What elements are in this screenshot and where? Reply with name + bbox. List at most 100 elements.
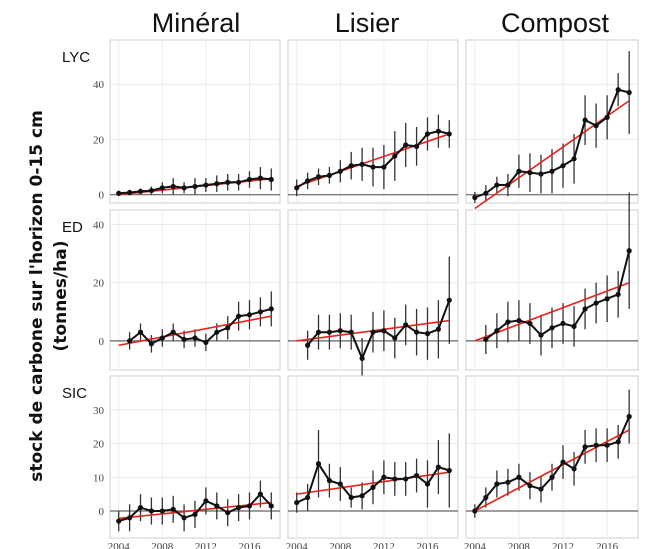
data-point	[472, 194, 478, 201]
data-point	[235, 313, 242, 319]
data-point	[527, 170, 533, 176]
data-point	[538, 332, 544, 338]
data-point	[127, 189, 133, 196]
data-point	[214, 329, 220, 335]
panel-ed-lisier	[287, 209, 459, 379]
data-point	[170, 183, 176, 190]
data-point	[148, 187, 155, 194]
data-point	[370, 329, 376, 335]
data-point	[159, 508, 165, 514]
panel-border	[465, 375, 639, 539]
data-point	[626, 248, 632, 254]
data-point	[593, 442, 599, 448]
data-point	[181, 336, 187, 343]
trend-line	[474, 100, 630, 210]
data-point	[538, 171, 544, 177]
data-point	[494, 481, 500, 487]
x-tick-label: 2016	[416, 541, 439, 549]
data-point	[593, 300, 599, 306]
data-point	[235, 179, 242, 185]
x-tick-label: 2004	[286, 541, 309, 549]
data-point	[424, 481, 431, 487]
data-point	[159, 335, 165, 341]
y-tick-label: 40	[93, 79, 105, 91]
y-tick-label: 20	[93, 278, 105, 290]
panel-grid: 0 20 40 LYC 0 20 40 ED 0 10 20 30 SIC 2004 2008 2012 201…	[62, 39, 639, 549]
data-point	[294, 499, 300, 506]
y-tick-label: 0	[99, 506, 105, 518]
data-point	[446, 131, 452, 137]
data-point	[392, 335, 398, 341]
data-point	[268, 306, 274, 312]
data-point	[203, 339, 209, 345]
data-point	[381, 328, 387, 334]
data-point	[246, 312, 253, 318]
data-point	[305, 178, 311, 184]
data-point	[326, 172, 333, 178]
trend-line	[474, 429, 630, 512]
data-point	[148, 341, 155, 347]
x-tick-label: 2016	[238, 541, 261, 549]
data-point	[225, 179, 231, 185]
y-tick-label: 40	[93, 220, 105, 232]
data-point	[582, 306, 588, 312]
data-point	[527, 483, 533, 489]
x-tick-label: 2004	[108, 541, 131, 549]
y-axis-label-group: stock de carbone sur l'horizon 0-15 cm (…	[27, 110, 71, 482]
data-point	[315, 329, 322, 335]
data-point	[359, 161, 365, 167]
panel-lyc-lisier	[287, 39, 459, 204]
data-point	[305, 342, 311, 348]
x-tick-label: 2004	[464, 541, 487, 549]
data-point	[571, 156, 577, 162]
data-point	[516, 168, 522, 174]
data-point	[413, 472, 420, 479]
data-point	[170, 329, 176, 335]
data-point	[604, 114, 610, 120]
data-point	[392, 153, 398, 159]
data-point	[268, 176, 274, 183]
data-point	[305, 494, 311, 501]
data-point	[424, 331, 431, 337]
data-point	[257, 175, 263, 181]
data-point	[494, 328, 500, 334]
data-point	[604, 442, 610, 448]
panel-border	[109, 39, 281, 204]
data-point	[435, 464, 441, 470]
data-point	[560, 459, 566, 465]
y-tick-label: 0	[99, 190, 105, 202]
trend-line	[296, 133, 450, 188]
data-point	[370, 484, 376, 490]
data-point	[403, 322, 409, 328]
data-point	[257, 309, 263, 315]
panel-lyc-compost	[465, 39, 639, 210]
data-point	[615, 439, 621, 445]
data-point	[403, 142, 409, 148]
data-point	[268, 503, 274, 509]
data-point	[214, 181, 220, 187]
data-point	[170, 506, 176, 512]
column-title-lisier: Lisier	[335, 8, 400, 38]
trend-line	[118, 315, 272, 347]
data-point	[582, 444, 588, 450]
data-point	[381, 164, 387, 170]
data-point	[604, 296, 610, 302]
data-point	[615, 291, 621, 297]
data-point	[435, 326, 441, 332]
row-label-sic: SIC	[62, 385, 87, 402]
data-point	[505, 319, 511, 325]
data-point	[413, 329, 420, 335]
data-point	[348, 494, 354, 501]
data-point	[326, 329, 333, 335]
data-point	[359, 355, 365, 361]
data-point	[214, 503, 220, 509]
x-tick-label: 2012	[195, 541, 217, 549]
panel-lyc-minéral: 0 20 40 LYC	[62, 39, 281, 204]
y-tick-label: 10	[93, 472, 105, 484]
y-tick-label: 30	[93, 405, 105, 417]
data-point	[446, 297, 452, 303]
data-point	[593, 123, 599, 129]
y-tick-label: 0	[99, 336, 105, 348]
data-point	[549, 168, 555, 174]
data-point	[538, 486, 544, 492]
